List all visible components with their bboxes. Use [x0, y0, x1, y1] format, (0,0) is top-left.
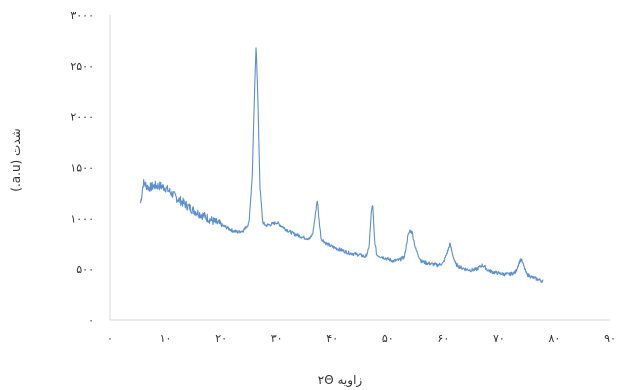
- x-tick-label: ۴۰: [326, 332, 338, 345]
- series-layer: [140, 47, 544, 284]
- y-tick-label: ۳۰۰۰: [70, 9, 94, 22]
- y-tick-label: ۵۰۰: [76, 263, 94, 276]
- y-axis-title: شدت (a.u.): [9, 128, 23, 191]
- x-tick-label: ۹۰: [604, 332, 616, 345]
- y-tick-label: ۱۰۰۰: [70, 212, 94, 225]
- x-axis-title: زاویه ۲Θ: [318, 373, 363, 388]
- y-tick-label: ۲۵۰۰: [70, 60, 94, 73]
- x-tick-label: ۷۰: [493, 332, 505, 345]
- y-tick-label: ۰: [88, 314, 94, 327]
- x-tick-label: ۵۰: [382, 332, 394, 345]
- x-tick-label: ۱۰: [160, 332, 172, 345]
- y-tick-label: ۱۵۰۰: [70, 162, 94, 175]
- x-tick-label: ۶۰: [437, 332, 449, 345]
- y-tick-label: ۲۰۰۰: [70, 111, 94, 124]
- x-tick-label: ۸۰: [549, 332, 561, 345]
- x-tick-label: ۰: [107, 332, 113, 345]
- x-tick-label: ۲۰: [215, 332, 227, 345]
- series-line: [140, 47, 544, 284]
- y-tick-labels: ۰ ۵۰۰ ۱۰۰۰ ۱۵۰۰ ۲۰۰۰ ۲۵۰۰ ۳۰۰۰: [70, 9, 94, 327]
- x-tick-labels: ۰ ۱۰ ۲۰ ۳۰ ۴۰ ۵۰ ۶۰ ۷۰ ۸۰ ۹۰: [107, 332, 616, 345]
- x-tick-label: ۳۰: [271, 332, 283, 345]
